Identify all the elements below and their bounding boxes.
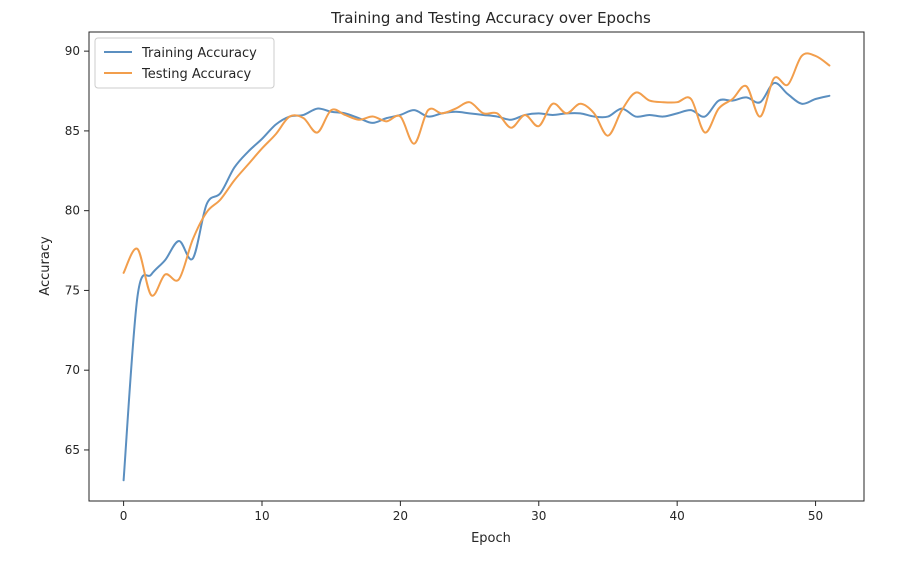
- chart-title: Training and Testing Accuracy over Epoch…: [330, 9, 651, 27]
- series-line-testing: [122, 52, 831, 297]
- x-axis-label: Epoch: [471, 531, 511, 546]
- legend-label-testing: Testing Accuracy: [141, 67, 251, 82]
- y-tick-label: 80: [65, 204, 80, 218]
- series-line-training: [122, 82, 831, 482]
- y-tick-label: 65: [65, 443, 80, 457]
- plot-area: [88, 31, 865, 502]
- y-axis: 65 70 75 80 85 90: [65, 44, 89, 457]
- x-tick-label: 30: [531, 509, 546, 523]
- x-tick-label: 20: [393, 509, 408, 523]
- y-tick-label: 75: [65, 283, 80, 297]
- legend-box: [94, 37, 275, 89]
- x-tick-label: 0: [120, 509, 128, 523]
- x-tick-label: 10: [254, 509, 269, 523]
- y-tick-label: 85: [65, 124, 80, 138]
- legend: Training Accuracy Testing Accuracy: [94, 37, 275, 89]
- plot-frame: [88, 31, 865, 502]
- x-tick-label: 50: [808, 509, 823, 523]
- y-tick-label: 90: [65, 44, 80, 58]
- x-axis: 0 10 20 30 40 50: [120, 501, 823, 523]
- y-tick-label: 70: [65, 363, 80, 377]
- series-layer: [122, 52, 831, 482]
- legend-label-training: Training Accuracy: [141, 46, 257, 61]
- y-axis-label: Accuracy: [38, 236, 53, 296]
- x-tick-label: 40: [670, 509, 685, 523]
